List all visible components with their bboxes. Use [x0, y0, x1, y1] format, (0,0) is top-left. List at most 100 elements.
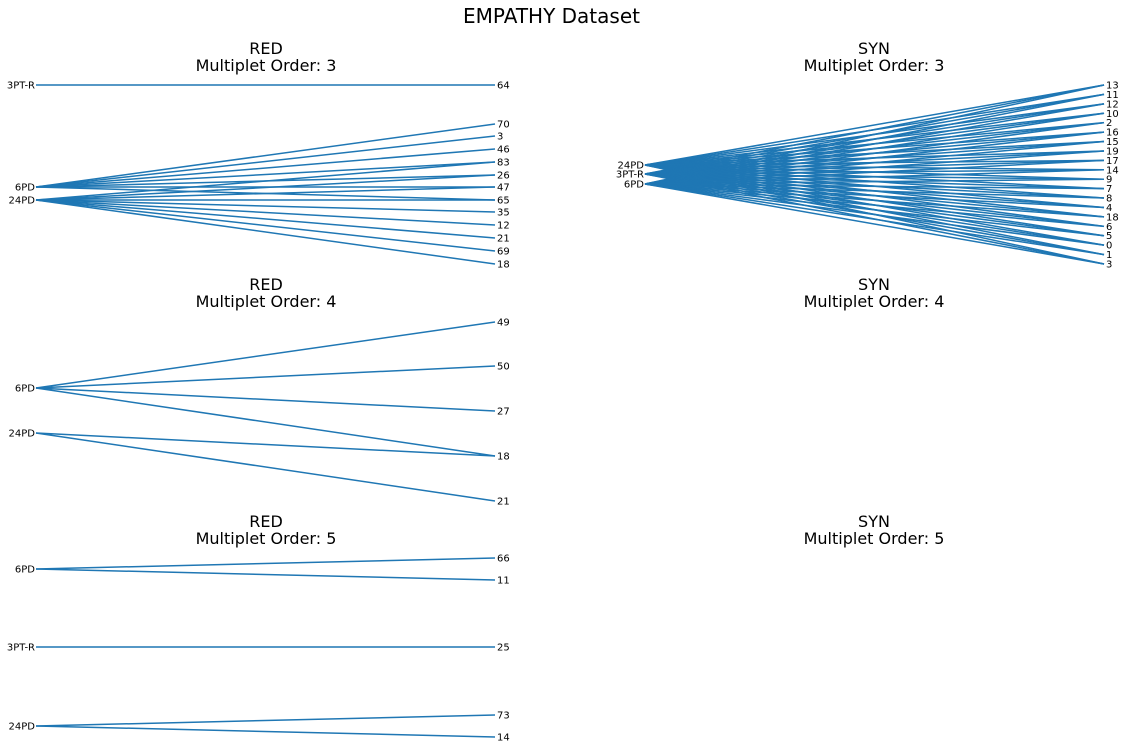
edge-6PD-3: [35, 135, 496, 188]
target-node-label: 69: [497, 247, 510, 258]
edge-6PD-8: [644, 183, 1105, 199]
source-node-label: 3PT-R: [7, 643, 35, 654]
panel-red-5: 6PD 3PT-R 24PD 66 11 25 73 14: [7, 554, 510, 744]
edge-6PD-13: [644, 84, 1105, 185]
source-node-label: 6PD: [624, 180, 644, 191]
target-node-label: 12: [1106, 99, 1119, 110]
target-node-label: 2: [1106, 118, 1112, 129]
edge-24PD-69: [35, 199, 496, 252]
source-node-label: 6PD: [15, 183, 35, 194]
edge-24PD-12: [35, 199, 496, 226]
target-node-label: 65: [497, 196, 510, 207]
target-node-label: 10: [1106, 109, 1119, 120]
edge-6PD-50: [35, 365, 496, 389]
target-node-label: 14: [1106, 165, 1119, 176]
edge-6PD-6: [644, 183, 1105, 228]
edge-6PD-5: [644, 183, 1105, 237]
target-node-label: 17: [1106, 156, 1119, 167]
edge-6PD-11: [35, 568, 496, 581]
edge-3PT-R-13: [644, 84, 1105, 175]
target-node-label: 18: [497, 260, 510, 271]
target-node-label: 70: [497, 120, 510, 131]
panel-subtitle: Multiplet Order: 5: [195, 529, 337, 548]
edge-6PD-18: [35, 387, 496, 457]
target-node-label: 11: [497, 576, 510, 587]
edge-6PD-9: [644, 178, 1105, 185]
target-node-label: 83: [497, 158, 510, 169]
target-node-label: 15: [1106, 137, 1119, 148]
target-node-label: 19: [1106, 146, 1119, 157]
edge-6PD-12: [644, 103, 1105, 185]
target-node-label: 6: [1106, 222, 1112, 233]
target-node-label: 9: [1106, 175, 1112, 186]
edge-6PD-16: [644, 131, 1105, 185]
edge-24PD-73: [35, 714, 496, 727]
target-node-label: 3: [1106, 260, 1112, 271]
target-node-label: 0: [1106, 241, 1112, 252]
edge-6PD-18: [644, 183, 1105, 218]
panel-label: SYN: [858, 512, 890, 531]
panel-red-4: 6PD 24PD 49 50 27 18 21: [9, 318, 510, 508]
edge-6PD-11: [644, 93, 1105, 185]
page-title: EMPATHY Dataset: [463, 4, 640, 28]
source-node-label: 6PD: [15, 565, 35, 576]
edge-24PD-35: [35, 199, 496, 213]
source-node-label: 3PT-R: [616, 170, 644, 181]
edge-24PD-83: [35, 161, 496, 201]
panel-title-red-3: RED Multiplet Order: 3: [166, 40, 366, 74]
panel-syn-3: 24PD3PT-R6PD1311121021615191714978418650…: [616, 81, 1119, 271]
source-node-label: 3PT-R: [7, 81, 35, 92]
edge-6PD-1: [644, 183, 1105, 256]
target-node-label: 14: [497, 733, 510, 744]
target-node-label: 27: [497, 407, 510, 418]
edge-24PD-14: [35, 725, 496, 738]
edge-6PD-83: [35, 161, 496, 188]
panel-subtitle: Multiplet Order: 4: [803, 292, 945, 311]
panel-label: SYN: [858, 275, 890, 294]
edge-24PD-13: [644, 84, 1105, 166]
target-node-label: 3: [497, 132, 503, 143]
target-node-label: 4: [1106, 203, 1112, 214]
edge-6PD-19: [644, 150, 1105, 185]
source-node-label: 24PD: [9, 429, 36, 440]
target-node-label: 35: [497, 208, 510, 219]
panel-title-red-4: RED Multiplet Order: 4: [166, 276, 366, 310]
edge-6PD-14: [644, 169, 1105, 185]
target-node-label: 13: [1106, 81, 1119, 92]
target-node-label: 12: [497, 221, 510, 232]
panel-label: RED: [249, 275, 283, 294]
target-node-label: 5: [1106, 231, 1112, 242]
source-node-label: 24PD: [9, 722, 36, 733]
target-node-label: 50: [497, 362, 510, 373]
source-node-label: 24PD: [9, 196, 36, 207]
target-node-label: 11: [1106, 90, 1119, 101]
edge-24PD-47: [35, 186, 496, 201]
edge-6PD-70: [35, 123, 496, 188]
panel-title-syn-5: SYN Multiplet Order: 5: [774, 513, 974, 547]
edge-6PD-46: [35, 148, 496, 188]
target-node-label: 66: [497, 554, 510, 565]
panel-subtitle: Multiplet Order: 3: [195, 56, 337, 75]
panel-title-red-5: RED Multiplet Order: 5: [166, 513, 366, 547]
target-node-label: 1: [1106, 250, 1112, 261]
target-node-label: 21: [497, 497, 510, 508]
edge-24PD-18: [35, 199, 496, 265]
edge-24PD-21: [35, 432, 496, 502]
target-node-label: 7: [1106, 184, 1112, 195]
edge-24PD-18: [35, 432, 496, 457]
panel-title-syn-4: SYN Multiplet Order: 4: [774, 276, 974, 310]
panel-label: RED: [249, 39, 283, 58]
edge-6PD-3: [644, 183, 1105, 265]
edge-6PD-2: [644, 121, 1105, 185]
target-node-label: 46: [497, 145, 510, 156]
edge-6PD-17: [644, 159, 1105, 185]
source-node-label: 24PD: [618, 161, 645, 172]
edge-6PD-4: [644, 183, 1105, 209]
target-node-label: 73: [497, 711, 510, 722]
target-node-label: 16: [1106, 128, 1119, 139]
edge-6PD-10: [644, 112, 1105, 185]
panel-title-syn-3: SYN Multiplet Order: 3: [774, 40, 974, 74]
target-node-label: 47: [497, 183, 510, 194]
